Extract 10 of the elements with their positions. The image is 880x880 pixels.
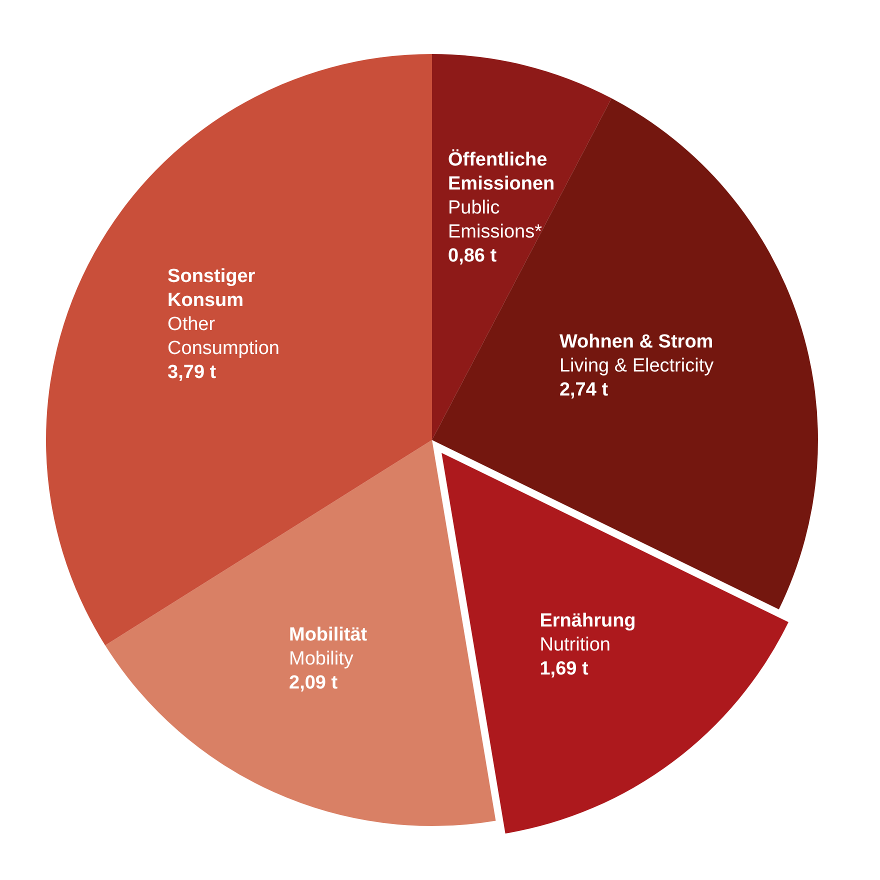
category-label: Mobilität Mobility — [289, 624, 368, 670]
category-label: Sonstiger Konsum Other Consumption — [168, 266, 280, 360]
category-label: Ernährung Nutrition — [540, 610, 636, 656]
category-label: Öffentliche Emissionen Public Emissions* — [448, 150, 555, 243]
data-label: 2,74 t — [559, 380, 609, 401]
data-label: 1,69 t — [540, 658, 589, 680]
data-label: 0,86 t — [448, 246, 498, 267]
category-label: Wohnen & Strom Living & Electricity — [559, 332, 714, 377]
data-label: 3,79 t — [168, 362, 217, 384]
data-label: 2,09 t — [289, 672, 338, 694]
